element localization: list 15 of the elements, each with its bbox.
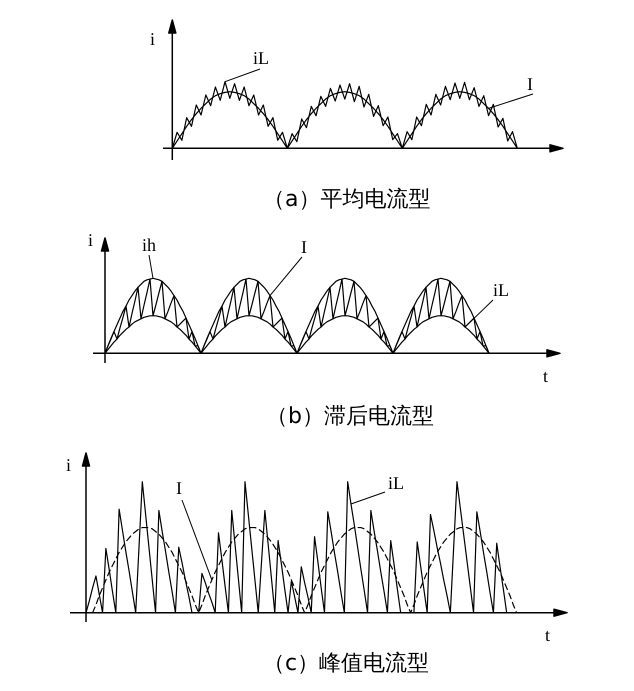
x-axis-title: t [545,625,550,645]
chart-title: （b）滞后电流型 [266,404,434,429]
y-axis-title: i [66,455,72,475]
chart-title: （a）平均电流型 [263,187,430,212]
chart-title: （c）峰值电流型 [263,651,430,676]
y-axis-title: i [150,29,156,49]
y-axis-title: i [88,230,94,250]
series-label: I [176,478,182,498]
x-axis-title: t [543,366,548,386]
series-label: iL [388,473,404,493]
series-label: iL [493,280,509,300]
series-label: I [301,237,307,257]
series-label: I [527,74,533,94]
series-label: iL [253,48,269,68]
series-label: ih [142,235,156,255]
